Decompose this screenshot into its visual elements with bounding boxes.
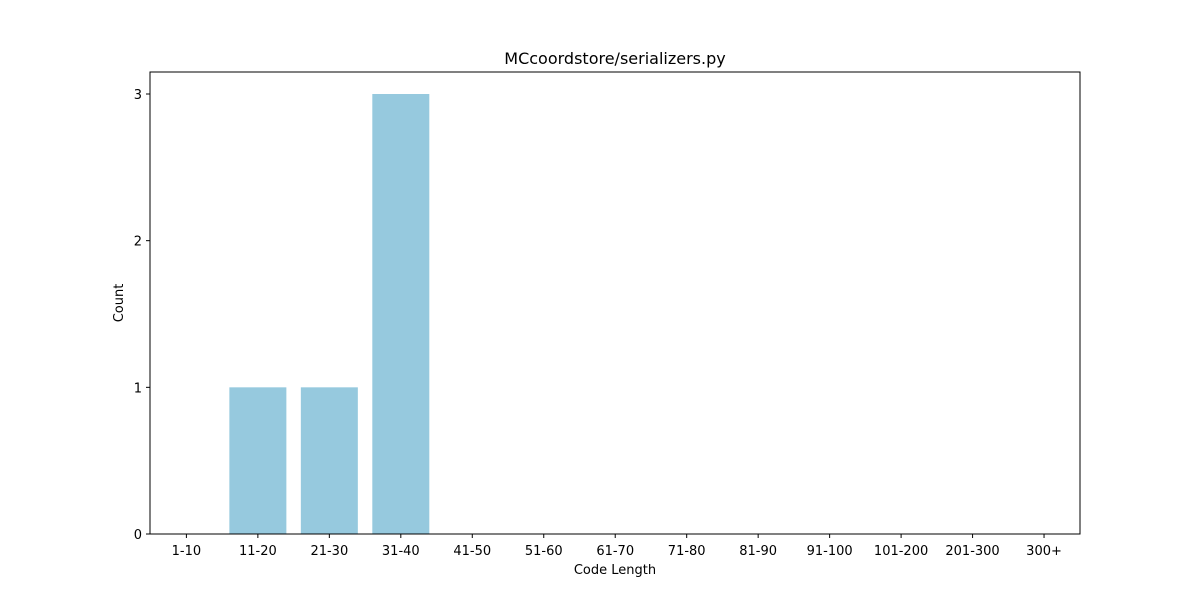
plot-area-frame	[149, 71, 1081, 535]
y-tick-label: 3	[134, 88, 142, 103]
x-tick-label: 41-50	[453, 544, 491, 559]
x-axis-ticks: 1-10 11-20 21-30 31-40 41-50 51-60 61-70 71-80 8…	[172, 534, 1062, 559]
x-tick-label: 201-300	[945, 544, 999, 559]
bar-11-20	[229, 387, 287, 534]
y-tick-label: 1	[134, 381, 142, 396]
x-tick-label: 31-40	[382, 544, 420, 559]
x-tick-label: 71-80	[668, 544, 706, 559]
x-tick-label: 61-70	[596, 544, 634, 559]
y-tick-label: 0	[134, 528, 142, 543]
x-tick-label: 81-90	[739, 544, 777, 559]
bar-21-30	[300, 387, 358, 534]
x-tick-label: 51-60	[525, 544, 563, 559]
x-tick-label: 300+	[1026, 544, 1062, 559]
bar-31-40	[372, 94, 430, 534]
x-tick-label: 101-200	[874, 544, 928, 559]
x-tick-label: 91-100	[807, 544, 853, 559]
y-axis-ticks: 0 1 2 3	[134, 88, 150, 543]
chart-title: MCcoordstore/serializers.py	[504, 49, 725, 68]
x-axis-label: Code Length	[574, 563, 656, 578]
x-tick-label: 21-30	[310, 544, 348, 559]
x-tick-label: 11-20	[239, 544, 277, 559]
x-tick-label: 1-10	[172, 544, 202, 559]
y-tick-label: 2	[134, 235, 142, 250]
bars-group	[229, 94, 430, 534]
y-axis-label: Count	[112, 284, 127, 323]
